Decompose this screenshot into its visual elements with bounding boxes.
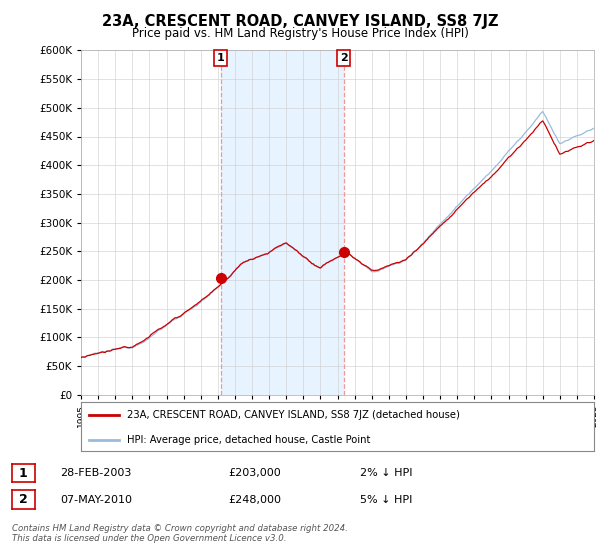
Text: 2: 2: [19, 493, 28, 506]
Text: Contains HM Land Registry data © Crown copyright and database right 2024.
This d: Contains HM Land Registry data © Crown c…: [12, 524, 348, 543]
Text: 07-MAY-2010: 07-MAY-2010: [60, 494, 132, 505]
Text: 1: 1: [19, 466, 28, 480]
Text: £248,000: £248,000: [228, 494, 281, 505]
Text: 1: 1: [217, 53, 224, 63]
Text: 23A, CRESCENT ROAD, CANVEY ISLAND, SS8 7JZ: 23A, CRESCENT ROAD, CANVEY ISLAND, SS8 7…: [102, 14, 498, 29]
Text: HPI: Average price, detached house, Castle Point: HPI: Average price, detached house, Cast…: [127, 435, 371, 445]
Bar: [221, 50, 344, 395]
Text: £203,000: £203,000: [228, 468, 281, 478]
Text: 2: 2: [340, 53, 348, 63]
Text: 28-FEB-2003: 28-FEB-2003: [60, 468, 131, 478]
Text: 2% ↓ HPI: 2% ↓ HPI: [360, 468, 413, 478]
Text: 5% ↓ HPI: 5% ↓ HPI: [360, 494, 412, 505]
Text: 23A, CRESCENT ROAD, CANVEY ISLAND, SS8 7JZ (detached house): 23A, CRESCENT ROAD, CANVEY ISLAND, SS8 7…: [127, 410, 460, 421]
Text: Price paid vs. HM Land Registry's House Price Index (HPI): Price paid vs. HM Land Registry's House …: [131, 27, 469, 40]
